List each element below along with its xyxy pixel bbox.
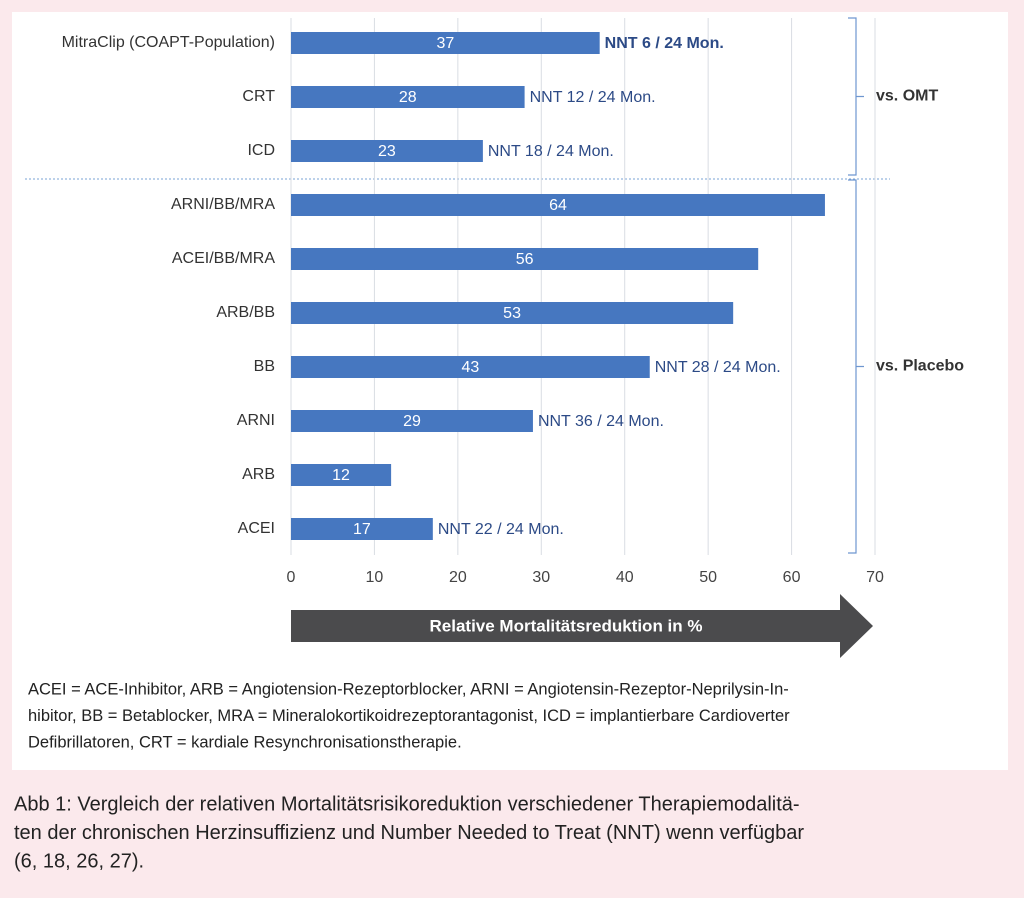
x-tick-label: 50 (699, 569, 717, 586)
y-tick-label: ARNI (237, 412, 275, 429)
bar (291, 86, 525, 108)
footnote-line: ACEI = ACE-Inhibitor, ARB = Angiotension… (28, 680, 789, 698)
group-bracket (848, 179, 864, 554)
x-tick-label: 20 (449, 569, 467, 586)
x-tick-label: 0 (287, 569, 296, 586)
annotation: NNT 36 / 24 Mon. (538, 413, 664, 430)
value-label: 12 (332, 467, 350, 484)
y-tick-label: BB (254, 358, 275, 375)
value-label: 37 (436, 35, 454, 52)
bar (291, 302, 734, 324)
bar (291, 410, 533, 432)
value-label: 17 (353, 521, 371, 538)
annotation: NNT 18 / 24 Mon. (488, 143, 614, 160)
group-bracket (848, 17, 864, 176)
value-label: 23 (378, 143, 396, 160)
x-tick-label: 10 (366, 569, 384, 586)
y-tick-label: ARNI/BB/MRA (171, 196, 275, 213)
axis-arrow (291, 594, 873, 658)
value-label: 56 (516, 251, 534, 268)
y-tick-label: MitraClip (COAPT-Population) (62, 34, 275, 51)
y-tick-label: ICD (247, 142, 275, 159)
group-label: vs. Placebo (876, 358, 964, 375)
panel (12, 12, 1008, 770)
annotation: NNT 12 / 24 Mon. (530, 89, 656, 106)
annotation: NNT 6 / 24 Mon. (605, 35, 724, 52)
y-tick-label: ARB/BB (216, 304, 275, 321)
bar (291, 248, 759, 270)
annotation: NNT 28 / 24 Mon. (655, 359, 781, 376)
footnote-line: Defibrillatoren, CRT = kardiale Resynchr… (28, 733, 462, 751)
bar (291, 32, 600, 54)
bar (291, 140, 483, 162)
caption-line: Abb 1: Vergleich der relativen Mortalitä… (14, 793, 800, 815)
y-tick-label: ARB (242, 466, 275, 483)
caption-line: (6, 18, 26, 27). (14, 850, 144, 872)
footnote-line: hibitor, BB = Betablocker, MRA = Mineral… (28, 707, 790, 725)
value-label: 29 (403, 413, 421, 430)
bar (291, 518, 433, 540)
x-tick-label: 70 (866, 569, 884, 586)
value-label: 28 (399, 89, 417, 106)
x-tick-label: 60 (783, 569, 801, 586)
caption-line: ten der chronischen Herzinsuffizienz und… (14, 822, 804, 844)
x-tick-label: 40 (616, 569, 634, 586)
y-tick-label: CRT (242, 88, 275, 105)
group-label: vs. OMT (876, 88, 938, 105)
y-tick-label: ACEI (238, 520, 275, 537)
value-label: 53 (503, 305, 521, 322)
y-tick-label: ACEI/BB/MRA (172, 250, 275, 267)
annotation: NNT 22 / 24 Mon. (438, 521, 564, 538)
value-label: 43 (461, 359, 479, 376)
x-tick-label: 30 (532, 569, 550, 586)
x-axis-label: Relative Mortalitätsreduktion in % (430, 616, 703, 635)
bar (291, 194, 825, 216)
value-label: 64 (549, 197, 567, 214)
bar (291, 464, 392, 486)
bar (291, 356, 650, 378)
